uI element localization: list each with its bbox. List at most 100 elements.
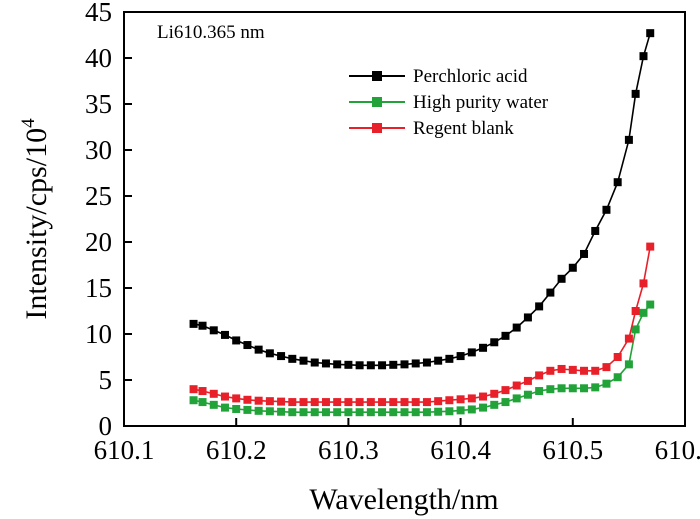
data-point — [389, 408, 398, 417]
data-point — [535, 302, 544, 311]
series-line — [193, 304, 651, 414]
data-point — [265, 349, 274, 358]
data-point — [265, 397, 274, 406]
data-point — [389, 360, 398, 369]
data-point — [512, 323, 521, 332]
data-point — [631, 307, 640, 315]
data-point — [220, 403, 229, 412]
data-point — [580, 366, 589, 375]
data-point — [288, 354, 297, 363]
data-point — [512, 394, 521, 403]
data-point — [546, 288, 555, 297]
data-point — [479, 343, 488, 352]
data-point — [321, 359, 330, 368]
y-tick-label: 25 — [85, 181, 112, 211]
data-point — [467, 348, 476, 357]
data-point — [344, 360, 353, 369]
data-point — [243, 341, 252, 350]
data-point — [631, 89, 640, 98]
data-point — [321, 408, 330, 417]
data-point — [243, 395, 252, 404]
data-point — [557, 274, 566, 283]
data-point — [591, 366, 600, 375]
data-point — [422, 358, 431, 367]
data-point — [209, 326, 218, 335]
data-point — [198, 387, 207, 396]
legend-marker — [372, 97, 382, 107]
data-point — [299, 408, 308, 417]
data-point — [602, 379, 611, 388]
data-point — [243, 405, 252, 414]
data-point — [310, 408, 319, 417]
data-point — [568, 263, 577, 272]
x-tick-label: 610.2 — [206, 435, 267, 465]
series-0 — [189, 29, 655, 370]
data-point — [288, 398, 297, 407]
data-point — [602, 205, 611, 214]
data-point — [254, 345, 263, 354]
data-point — [535, 387, 544, 396]
data-point — [467, 405, 476, 414]
y-tick-label: 45 — [85, 0, 112, 27]
data-point — [333, 360, 342, 369]
data-point — [624, 334, 633, 343]
data-point — [467, 394, 476, 403]
data-point — [400, 398, 409, 407]
data-point — [613, 373, 622, 382]
data-point — [546, 385, 555, 394]
data-point — [265, 407, 274, 416]
data-point — [422, 398, 431, 407]
legend: Perchloric acid High purity water Regent b… — [349, 66, 549, 139]
data-point — [568, 365, 577, 374]
annotation-label: Li610.365 nm — [157, 22, 265, 43]
data-point — [624, 360, 633, 369]
x-tick-label: 610.5 — [542, 435, 603, 465]
data-point — [646, 29, 655, 38]
data-point — [639, 52, 648, 61]
data-point — [232, 394, 241, 403]
x-tick-label: 610.4 — [430, 435, 491, 465]
data-point — [523, 390, 532, 399]
data-point — [400, 360, 409, 369]
y-tick-label: 10 — [85, 319, 112, 349]
data-point — [411, 408, 420, 417]
data-point — [434, 397, 443, 406]
data-point — [310, 398, 319, 407]
data-point — [568, 384, 577, 393]
data-point — [344, 398, 353, 407]
data-point — [189, 396, 198, 405]
data-point — [411, 359, 420, 368]
data-point — [445, 354, 454, 363]
legend-label: High purity water — [413, 92, 549, 113]
x-axis: 610.1 610.2 610.3 610.4 610.5 610.6 — [94, 418, 700, 465]
y-tick-label: 20 — [85, 227, 112, 257]
legend-marker — [372, 123, 382, 133]
data-point — [646, 300, 655, 309]
data-point — [546, 366, 555, 375]
data-point — [378, 408, 387, 417]
data-point — [602, 363, 611, 372]
data-point — [310, 358, 319, 367]
data-point — [355, 361, 364, 370]
data-point — [456, 406, 465, 415]
legend-item: Perchloric acid — [349, 66, 528, 87]
data-point — [639, 279, 648, 288]
y-tick-label: 40 — [85, 43, 112, 73]
data-point — [189, 385, 198, 394]
series-2 — [189, 242, 655, 407]
legend-label: Perchloric acid — [413, 66, 528, 87]
data-point — [344, 408, 353, 417]
data-point — [523, 313, 532, 322]
data-point — [198, 398, 207, 407]
data-point — [557, 384, 566, 393]
data-point — [355, 398, 364, 407]
data-point — [299, 356, 308, 365]
data-point — [366, 408, 375, 417]
data-point — [646, 242, 655, 251]
data-point — [209, 400, 218, 409]
data-point — [445, 407, 454, 416]
x-tick-label: 610.1 — [94, 435, 155, 465]
data-point — [299, 398, 308, 407]
data-point — [591, 383, 600, 392]
series-line — [193, 246, 651, 403]
